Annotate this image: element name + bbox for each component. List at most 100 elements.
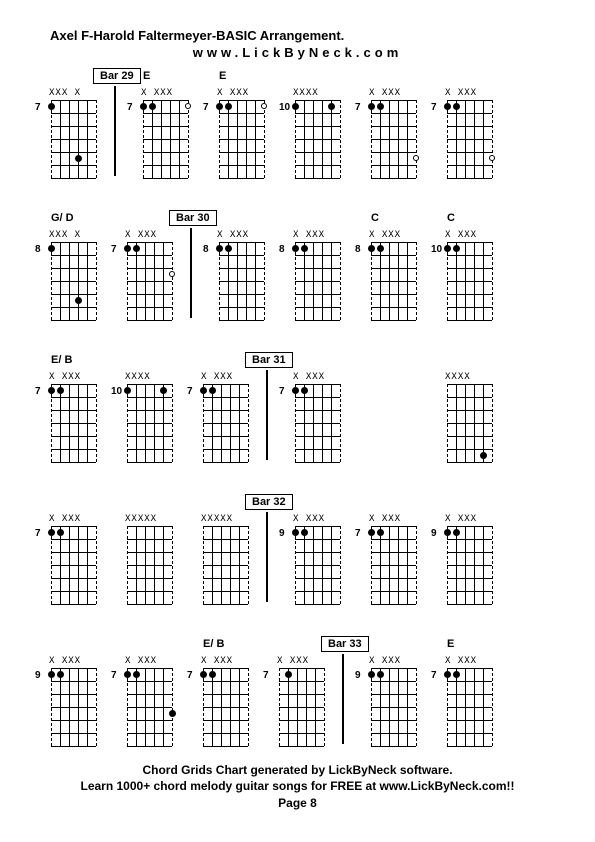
chord-cell: 7 X XXX <box>263 638 331 749</box>
fretboard <box>51 384 96 462</box>
chord-name <box>371 638 423 652</box>
fret-number: 7 <box>187 386 193 397</box>
chord-name: E <box>219 70 271 84</box>
fretboard <box>51 668 96 746</box>
page-title: Axel F-Harold Faltermeyer-BASIC Arrangem… <box>50 28 344 43</box>
mute-marks: X XXX <box>445 656 477 666</box>
chord-cell: 7X XXX <box>279 354 347 465</box>
chord-name: C <box>371 212 423 226</box>
chord-cell: E/ B7X XXX <box>35 354 103 465</box>
finger-dot <box>444 245 451 252</box>
finger-dot <box>209 387 216 394</box>
finger-dot <box>453 529 460 536</box>
fret-number: 9 <box>35 670 41 681</box>
fretboard <box>219 242 264 320</box>
fret-number: 7 <box>35 386 41 397</box>
mute-marks: X XXX <box>201 372 233 382</box>
mute-marks: X XXX <box>293 514 325 524</box>
finger-dot <box>377 103 384 110</box>
chord-name: E <box>447 638 499 652</box>
chord-cell: 7 X XXX <box>431 70 499 181</box>
fretboard <box>127 668 172 746</box>
finger-dot <box>489 155 495 161</box>
chord-cell: E 7 X XXX <box>431 638 499 749</box>
fret-number: 9 <box>431 528 437 539</box>
chord-cell: 7X XXX <box>355 496 423 607</box>
finger-dot <box>292 103 299 110</box>
chord-diagram: 9X XXX <box>279 512 347 607</box>
chord-cell: C8X XXX <box>355 212 423 323</box>
finger-dot <box>444 529 451 536</box>
fretboard <box>371 242 416 320</box>
chord-diagram: 8 X XXX <box>279 228 347 323</box>
finger-dot <box>149 103 156 110</box>
fretboard <box>219 100 264 178</box>
finger-dot <box>413 155 419 161</box>
fret-number: 7 <box>111 244 117 255</box>
chord-cell: 7X XXX <box>111 638 179 749</box>
fret-number: 7 <box>431 102 437 113</box>
chord-name <box>295 496 347 510</box>
finger-dot <box>124 245 131 252</box>
fretboard <box>279 668 324 746</box>
mute-marks: X XXX <box>445 88 477 98</box>
mute-marks: XXXXX <box>125 514 157 524</box>
chord-cell: 9X XXX <box>355 638 423 749</box>
finger-dot <box>48 245 55 252</box>
mute-marks: X XXX <box>369 656 401 666</box>
mute-marks: X XXX <box>277 656 309 666</box>
mute-marks: X XXX <box>293 230 325 240</box>
chord-cell: 10XXXX <box>111 354 179 465</box>
finger-dot <box>75 155 82 162</box>
finger-dot <box>377 245 384 252</box>
mute-marks: X XXX <box>369 514 401 524</box>
chord-diagram: 7 X XXX <box>431 654 499 749</box>
fretboard <box>447 384 492 462</box>
chord-cell: C10X XXX <box>431 212 499 323</box>
chord-cell: E7X XXX <box>203 70 271 181</box>
chord-cell: 8X XXX <box>203 212 271 323</box>
chord-diagram: 7X XXX <box>111 228 179 323</box>
fretboard <box>295 526 340 604</box>
fretboard <box>371 100 416 178</box>
chord-row: E/ B7X XXX10XXXX 7X XXXBar 317X XXXXXXX <box>35 354 560 474</box>
chord-diagram: 7X XXX <box>111 654 179 749</box>
fretboard <box>203 384 248 462</box>
chord-diagram: 7X XXX <box>127 86 195 181</box>
mute-marks: X XXX <box>49 514 81 524</box>
chord-name <box>51 496 103 510</box>
finger-dot <box>225 245 232 252</box>
mute-marks: X XXX <box>369 88 401 98</box>
fretboard <box>371 668 416 746</box>
fret-number: 8 <box>35 244 41 255</box>
chord-name <box>127 638 179 652</box>
mute-marks: X XXX <box>445 230 477 240</box>
chord-diagram: 9 X XXX <box>35 654 103 749</box>
chord-diagram: 7X XXX <box>279 370 347 465</box>
chord-cell: 7 X XXX <box>35 496 103 607</box>
finger-dot <box>48 671 55 678</box>
fret-number: 7 <box>187 670 193 681</box>
mute-marks: X XXX <box>369 230 401 240</box>
chord-diagram: 7X XXX <box>355 86 423 181</box>
fretboard <box>51 242 96 320</box>
finger-dot <box>75 297 82 304</box>
mute-marks: X XXX <box>49 656 81 666</box>
finger-dot <box>292 529 299 536</box>
fretboard <box>447 526 492 604</box>
fret-number: 8 <box>279 244 285 255</box>
finger-dot <box>133 245 140 252</box>
chord-diagram: 7 X XXX <box>431 86 499 181</box>
finger-dot <box>368 529 375 536</box>
chord-cell: 9X XXX <box>279 496 347 607</box>
mute-marks: X XXX <box>49 372 81 382</box>
finger-dot <box>124 387 131 394</box>
fret-number: 7 <box>431 670 437 681</box>
mute-marks: X XXX <box>445 514 477 524</box>
fret-number: 7 <box>263 670 269 681</box>
chord-diagram: 10XXXX <box>279 86 347 181</box>
finger-dot <box>453 245 460 252</box>
finger-dot <box>368 103 375 110</box>
fret-number: 7 <box>35 528 41 539</box>
mute-marks: X XXX <box>217 88 249 98</box>
